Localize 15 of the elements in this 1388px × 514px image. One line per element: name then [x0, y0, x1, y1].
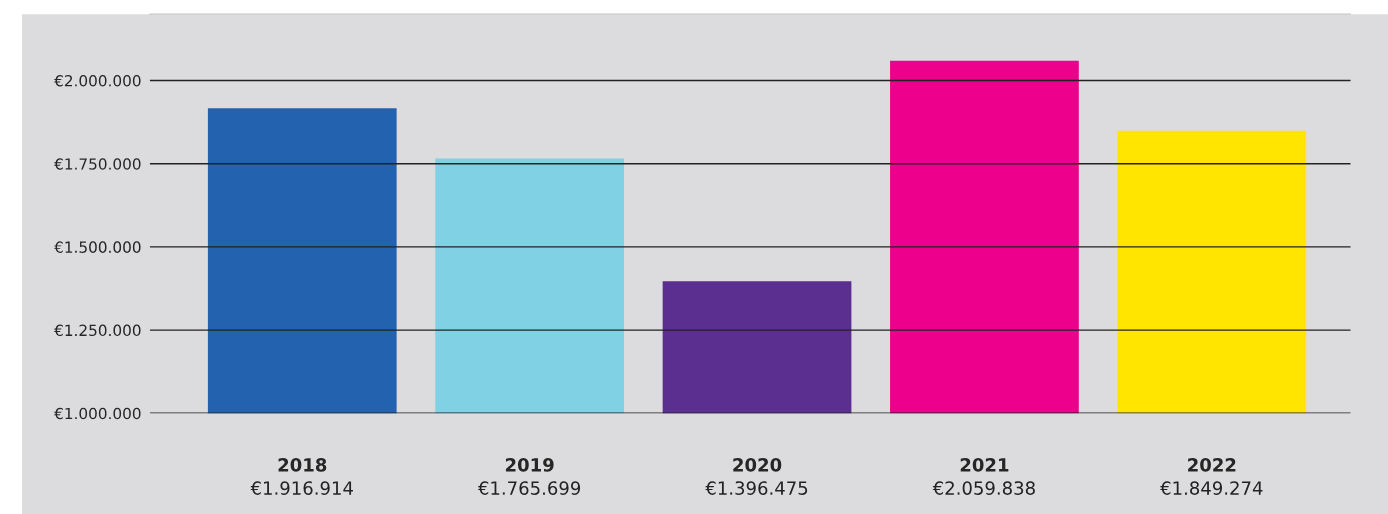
- y-tick-label: €1.000.000: [54, 407, 141, 420]
- data-label: €1.849.274: [1160, 481, 1263, 495]
- x-tick-label: 2021: [960, 458, 1009, 472]
- data-label: €2.059.838: [932, 481, 1035, 495]
- data-label: €1.396.475: [705, 481, 808, 495]
- y-tick-label: €1.500.000: [54, 241, 141, 253]
- y-tick-label: €1.750.000: [54, 158, 141, 170]
- y-tick-label: €2.000.000: [54, 75, 141, 87]
- x-tick-label: 2020: [733, 458, 782, 472]
- x-tick-label: 2018: [278, 458, 327, 472]
- y-tick-label: €1.250.000: [54, 324, 141, 337]
- x-tick-label: 2022: [1188, 458, 1236, 472]
- data-label: €1.765.699: [477, 481, 581, 495]
- data-label: €1.916.914: [250, 481, 353, 495]
- x-tick-label: 2019: [505, 458, 554, 472]
